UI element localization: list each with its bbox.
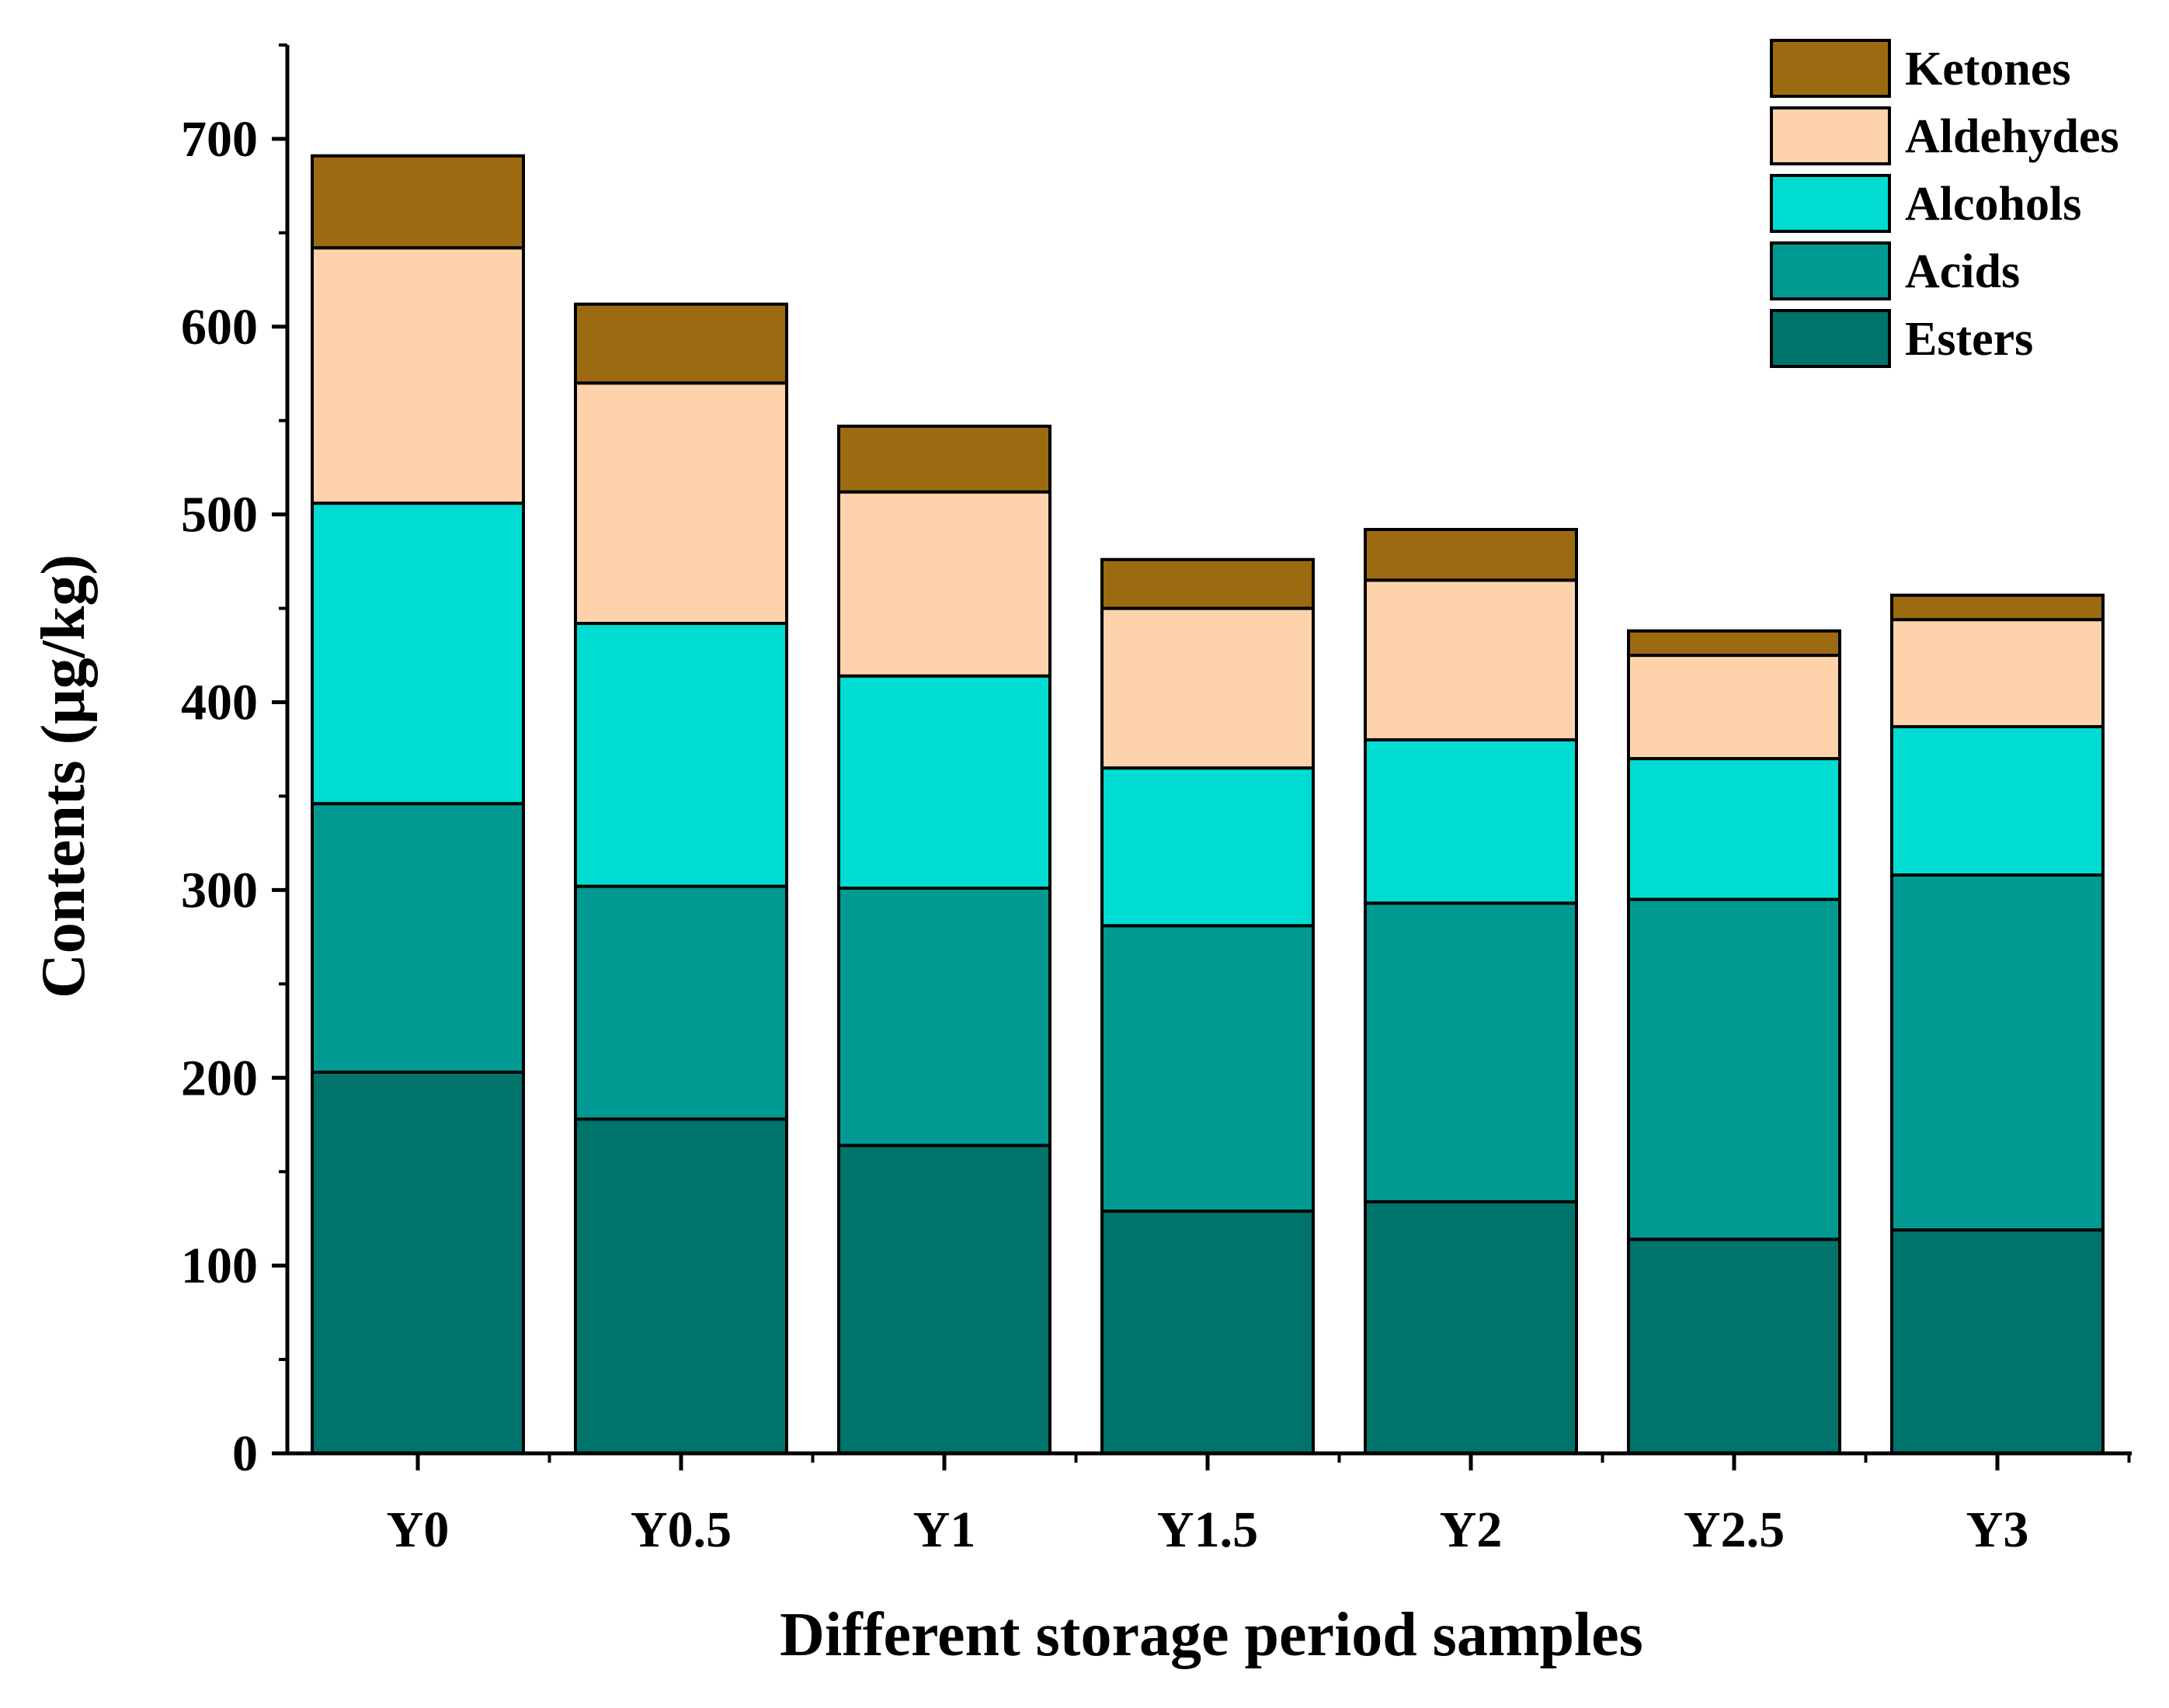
y-tick-label: 100 xyxy=(181,1238,258,1294)
bar-segment-alcohols-y0.5 xyxy=(574,621,788,888)
bar-segment-esters-y1 xyxy=(837,1144,1051,1455)
bars-group xyxy=(311,154,2105,1456)
bar-segment-esters-y0 xyxy=(311,1071,525,1455)
legend-swatch-alcohols xyxy=(1770,174,1891,233)
bar-segment-acids-y1.5 xyxy=(1100,924,1315,1213)
bar-segment-acids-y3 xyxy=(1890,873,2105,1232)
axes-group: 0 100 200 300 400 500 600 700 Y0 Y0.5 Y1 Y1.5 Y2 Y2.5… xyxy=(181,43,2132,1558)
bar-segment-aldehydes-y2 xyxy=(1364,578,1578,741)
legend-swatch-acids xyxy=(1770,241,1891,300)
y-tick-label: 0 xyxy=(232,1425,258,1482)
bar-segment-acids-y2 xyxy=(1364,901,1578,1203)
x-tick-label: Y0 xyxy=(387,1501,450,1558)
bar-segment-alcohols-y2 xyxy=(1364,738,1578,905)
bar-segment-esters-y3 xyxy=(1890,1228,2105,1456)
y-tick-label: 500 xyxy=(181,487,258,543)
y-tick-label: 200 xyxy=(181,1050,258,1106)
x-tick-label: Y1 xyxy=(913,1501,976,1558)
y-tick-label: 700 xyxy=(181,111,258,168)
x-tick-label: Y3 xyxy=(1966,1501,2029,1558)
bar-segment-ketones-y3 xyxy=(1890,593,2105,622)
legend-label-aldehydes: Aldehydes xyxy=(1905,110,2119,163)
legend-label-esters: Esters xyxy=(1905,313,2033,366)
x-tick-label: Y2 xyxy=(1440,1501,1503,1558)
bar-segment-ketones-y1.5 xyxy=(1100,557,1315,610)
x-tick-label: Y2.5 xyxy=(1684,1501,1785,1558)
bar-segment-ketones-y1 xyxy=(837,424,1051,494)
bar-segment-acids-y2.5 xyxy=(1627,897,1841,1241)
bar-segment-alcohols-y0 xyxy=(311,502,525,806)
y-tick-label: 300 xyxy=(181,862,258,918)
bar-segment-esters-y2.5 xyxy=(1627,1238,1841,1455)
legend: Ketones Aldehydes Alcohols Acids Esters xyxy=(1770,39,2119,368)
bar-segment-alcohols-y2.5 xyxy=(1627,757,1841,901)
bar-segment-alcohols-y1.5 xyxy=(1100,766,1315,928)
bar-segment-esters-y2 xyxy=(1364,1199,1578,1455)
bar-segment-ketones-y0 xyxy=(311,154,525,250)
legend-swatch-aldehydes xyxy=(1770,106,1891,165)
x-tick-label: Y0.5 xyxy=(631,1501,732,1558)
bar-segment-alcohols-y3 xyxy=(1890,724,2105,877)
legend-swatch-esters xyxy=(1770,309,1891,368)
bar-segment-acids-y1 xyxy=(837,886,1051,1147)
bar-segment-aldehydes-y0.5 xyxy=(574,381,788,625)
y-axis-title: Contents (μg/kg) xyxy=(30,554,98,998)
y-tick-label: 400 xyxy=(181,675,258,731)
bar-segment-aldehydes-y3 xyxy=(1890,618,2105,728)
bar-segment-acids-y0 xyxy=(311,802,525,1074)
bar-segment-alcohols-y1 xyxy=(837,674,1051,890)
bar-segment-esters-y0.5 xyxy=(574,1117,788,1455)
y-tick-label: 600 xyxy=(181,299,258,356)
x-axis-title: Different storage period samples xyxy=(780,1601,1643,1669)
bar-segment-aldehydes-y2.5 xyxy=(1627,654,1841,761)
bar-segment-esters-y1.5 xyxy=(1100,1209,1315,1455)
bar-segment-ketones-y0.5 xyxy=(574,302,788,385)
legend-label-ketones: Ketones xyxy=(1905,43,2071,95)
bar-segment-aldehydes-y0 xyxy=(311,246,525,505)
bar-segment-aldehydes-y1.5 xyxy=(1100,606,1315,770)
bar-segment-ketones-y2.5 xyxy=(1627,629,1841,658)
bar-segment-acids-y0.5 xyxy=(574,884,788,1121)
bar-segment-aldehydes-y1 xyxy=(837,490,1051,678)
legend-label-acids: Acids xyxy=(1905,245,2020,298)
x-tick-label: Y1.5 xyxy=(1157,1501,1258,1558)
legend-swatch-ketones xyxy=(1770,39,1891,98)
bar-segment-ketones-y2 xyxy=(1364,528,1578,582)
legend-label-alcohols: Alcohols xyxy=(1905,178,2081,231)
